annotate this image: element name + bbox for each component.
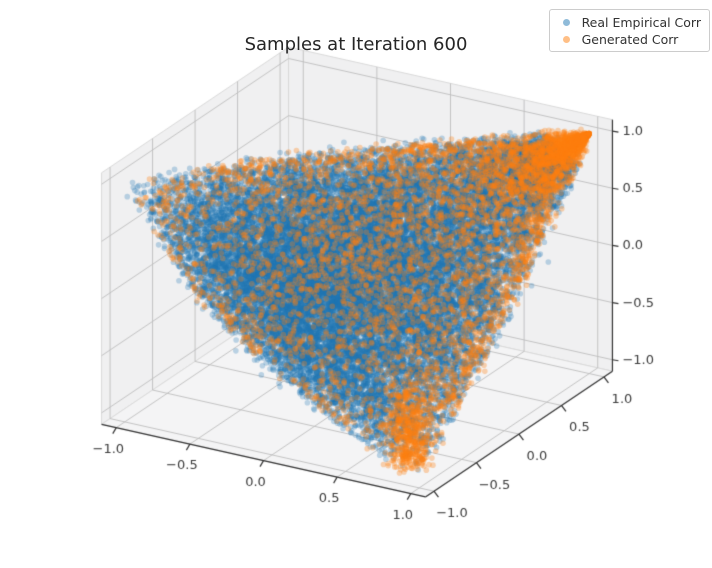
scatter-marker-icon xyxy=(562,35,570,43)
legend-entry: Generated Corr xyxy=(557,31,701,47)
legend-entry: Real Empirical Corr xyxy=(557,14,701,30)
scatter-marker-icon xyxy=(562,18,570,26)
legend-label: Real Empirical Corr xyxy=(581,14,701,30)
legend: Real Empirical Corr Generated Corr xyxy=(548,9,710,52)
legend-label: Generated Corr xyxy=(581,31,679,47)
chart-title: Samples at Iteration 600 xyxy=(244,34,468,55)
